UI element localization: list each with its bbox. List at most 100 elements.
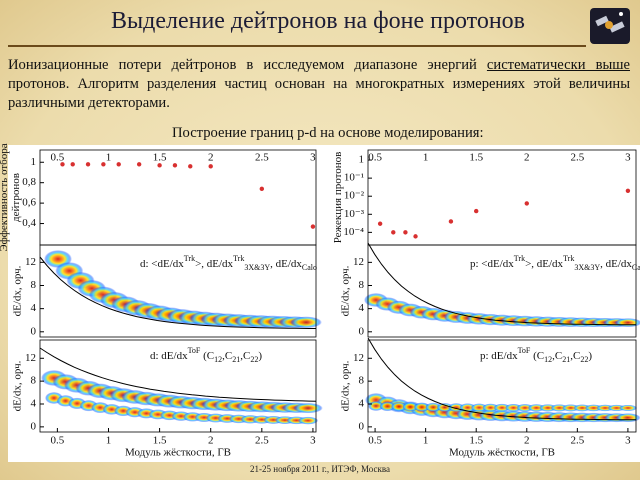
density-blob [413,402,431,412]
annotation-part: Trk [514,254,525,263]
y-axis-label-line: Режекция протонов [332,152,344,244]
y-axis-label: dE/dx, орч. [12,265,24,316]
density-blob [290,316,322,329]
title-rule [8,45,586,47]
annotation-part: d: dE/dx [150,350,188,362]
y-tick-label: 1 [31,156,37,168]
y-tick-label: 0,8 [22,176,36,188]
data-point [136,162,142,167]
x-tick-label: 3 [625,152,631,164]
data-point [172,163,178,168]
y-axis-label-line: Эффективность отбора [0,143,10,251]
x-tick-label: 3 [310,435,316,447]
y-axis-label-line: дейтронов [10,173,22,222]
x-tick-label: 1 [106,435,112,447]
y-tick-label: 0,4 [22,217,36,229]
x-tick-label: 1.5 [469,152,483,164]
data-point [101,162,106,167]
annotation-part: Trk [563,254,574,263]
y-tick-label: 8 [31,375,37,387]
y-axis-label: dE/dx, орч. [340,360,352,411]
data-point [625,188,631,193]
panel-annotation: d: dE/dxToF (C12,C21,C22) [150,346,262,364]
annotation-part: Trk [184,254,195,263]
y-tick-label: 12 [353,352,364,364]
x-tick-label: 2 [524,152,530,164]
data-point [524,201,529,206]
density-blob [293,402,323,414]
y-tick-label: 12 [353,256,364,268]
y-tick-label: 12 [25,256,36,268]
x-axis-label: Модуль жёсткости, ГВ [449,447,555,459]
paragraph: Ионизационные потери дейтронов в исследу… [8,56,630,113]
footer: 21-25 ноября 2011 г., ИТЭФ, Москва [250,464,390,474]
annotation-part: >, dE/dx [195,258,233,270]
y-tick-label: 1 [359,154,365,166]
panel-frame [367,339,637,433]
y-tick-label: 8 [359,279,365,291]
x-tick-label: 3 [625,435,631,447]
annotation-part: ) [258,350,262,362]
data-point [403,230,408,235]
panel-frame [39,149,317,246]
x-tick-label: 2 [524,435,530,447]
x-tick-label: 1 [106,152,112,164]
y-tick-label: 0 [31,420,37,432]
x-tick-label: 2.5 [255,152,269,164]
annotation-part: 21 [232,355,240,364]
data-point [310,224,316,229]
data-point [60,162,65,167]
x-tick-label: 2.5 [255,435,269,447]
y-tick-label: 10⁻¹ [344,172,364,184]
annotation-part: Trk [233,254,244,263]
x-tick-label: 1.5 [153,152,167,164]
annotation-part: 3X&3Y [244,263,270,272]
annotation-part: 21 [562,355,570,364]
y-tick-label: 4 [359,302,365,314]
density-blob [618,404,638,412]
text: Ионизационные потери дейтронов в исследу… [8,57,487,73]
y-axis-label: Режекция протонов [332,152,344,244]
text: протонов. Алгоритм разделения частиц осн… [8,76,630,111]
y-axis-label: Эффективность отборадейтронов [0,143,22,251]
annotation-part: Calo [302,263,317,272]
y-tick-label: 8 [31,279,37,291]
y-tick-label: 4 [31,398,37,410]
density-blob [425,402,442,412]
annotation-part: 3X&3Y [574,263,600,272]
y-axis-label: dE/dx, орч. [12,360,24,411]
y-tick-label: 10⁻² [344,190,365,202]
annotation-part: ,C [222,350,232,362]
data-point [377,221,383,226]
annotation-part: ,C [240,350,250,362]
annotation-part: (C [530,350,544,362]
data-point [391,230,396,235]
data-point [157,163,162,168]
x-tick-label: 2.5 [570,435,584,447]
annotation-part: , dE/dx [270,258,302,270]
panel-frame [39,339,317,433]
boundary-curve [367,337,636,421]
y-axis-label: dE/dx, орч. [340,265,352,316]
x-tick-label: 1 [423,152,429,164]
annotation-part: 22 [250,355,258,364]
x-tick-label: 3 [310,152,316,164]
underlined-text: систематически выше [486,57,630,73]
data-point [474,208,479,214]
annotation-part: p: <dE/dx [470,258,514,270]
data-point [259,186,265,192]
x-tick-label: 1.5 [153,435,167,447]
x-tick-label: 0.5 [368,435,382,447]
y-tick-label: 4 [359,398,365,410]
panel-annotation: p: <dE/dxTrk>, dE/dxTrk3X&3Y, dE/dxCalo [470,254,640,272]
y-tick-label: 10⁻³ [344,208,365,220]
annotation-part: Calo [632,263,640,272]
data-point [85,162,91,167]
x-tick-label: 2 [208,435,214,447]
panel-frame [367,149,637,246]
x-tick-label: 0.5 [51,152,65,164]
x-axis-label: Модуль жёсткости, ГВ [125,447,231,459]
annotation-part: 12 [214,355,222,364]
annotation-part: ToF [518,346,531,355]
